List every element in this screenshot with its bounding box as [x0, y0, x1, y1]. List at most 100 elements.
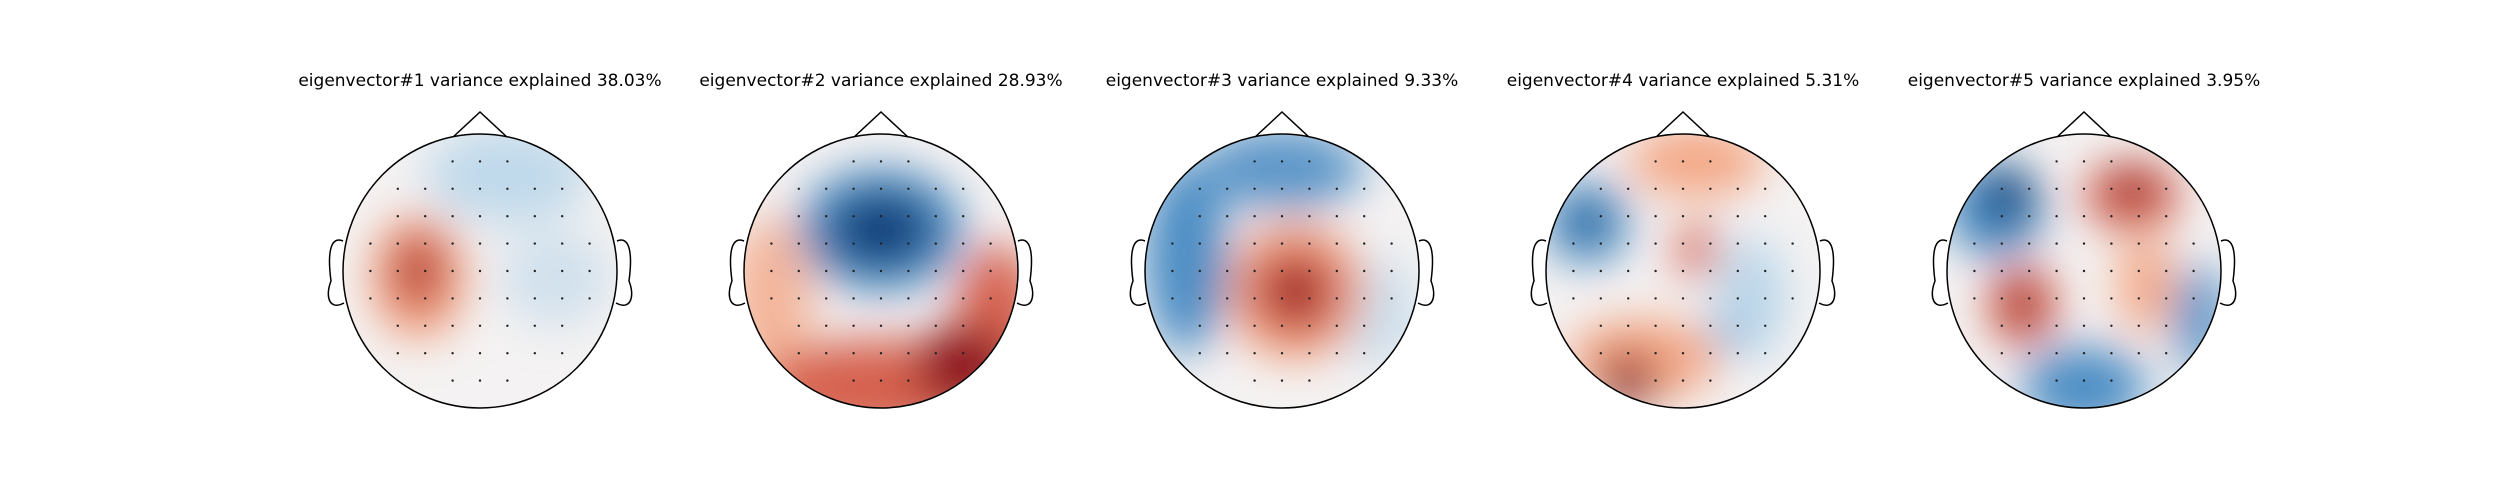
- sensor: [561, 297, 564, 300]
- sensor: [879, 352, 883, 355]
- ear: [1129, 239, 1147, 306]
- sensor: [2028, 215, 2031, 218]
- sensor: [1681, 324, 1685, 327]
- sensor: [2055, 215, 2058, 218]
- sensor: [1764, 352, 1767, 355]
- sensor: [1390, 269, 1393, 273]
- sensor: [2137, 269, 2140, 273]
- field-blob: [828, 191, 934, 269]
- sensor: [2082, 269, 2086, 273]
- field-blob: [1600, 353, 1656, 408]
- sensor: [2110, 187, 2113, 190]
- sensor: [1654, 352, 1657, 355]
- sensor: [962, 187, 965, 190]
- sensor: [1280, 187, 1284, 190]
- panel-title: eigenvector#1 variance explained 38.03%: [298, 71, 661, 91]
- sensor: [907, 242, 910, 245]
- scalp-map: [1947, 134, 2221, 408]
- ear: [2219, 239, 2237, 306]
- sensor: [1198, 324, 1202, 327]
- panel-title: eigenvector#4 variance explained 5.31%: [1507, 71, 1860, 91]
- field-blob: [404, 249, 433, 293]
- sensor: [2082, 297, 2086, 300]
- sensor: [369, 242, 372, 245]
- sensor: [1308, 242, 1311, 245]
- sensor: [1654, 379, 1657, 382]
- sensor: [424, 215, 427, 218]
- sensor: [852, 187, 855, 190]
- sensor: [1308, 215, 1311, 218]
- sensor: [1198, 215, 1202, 218]
- sensor: [1363, 352, 1366, 355]
- sensor: [1973, 297, 1976, 300]
- sensor: [506, 242, 509, 245]
- sensor: [2165, 269, 2168, 273]
- sensor: [852, 352, 855, 355]
- sensor: [1280, 215, 1284, 218]
- sensor: [1764, 187, 1767, 190]
- sensor: [533, 297, 536, 300]
- sensor: [825, 324, 828, 327]
- sensor: [797, 297, 800, 300]
- sensor: [2000, 269, 2004, 273]
- sensor: [825, 297, 828, 300]
- sensor: [1390, 297, 1393, 300]
- sensor: [1654, 297, 1657, 300]
- sensor: [561, 242, 564, 245]
- sensor: [2028, 352, 2031, 355]
- sensor: [2082, 379, 2086, 382]
- head-outline: [1946, 133, 2222, 409]
- sensor: [1764, 297, 1767, 300]
- nose: [1654, 110, 1712, 139]
- sensor: [369, 269, 372, 273]
- sensor: [1198, 269, 1202, 273]
- sensor: [1627, 297, 1630, 300]
- field-blob: [500, 229, 611, 326]
- ear: [1016, 239, 1034, 306]
- sensor: [934, 324, 937, 327]
- sensor: [1308, 187, 1311, 190]
- sensor: [962, 297, 965, 300]
- sensor: [1709, 215, 1712, 218]
- sensor: [1363, 324, 1366, 327]
- sensor: [879, 242, 883, 245]
- sensor: [1599, 215, 1603, 218]
- sensor: [1709, 297, 1712, 300]
- topomap: eigenvector#3 variance explained 9.33%: [1106, 71, 1458, 409]
- sensor: [2000, 297, 2004, 300]
- sensor: [1308, 269, 1311, 273]
- sensor: [1627, 215, 1630, 218]
- sensor: [934, 187, 937, 190]
- sensor: [1627, 352, 1630, 355]
- sensor: [1736, 324, 1740, 327]
- nose: [451, 110, 509, 139]
- panel-title: eigenvector#5 variance explained 3.95%: [1908, 71, 2261, 91]
- sensor: [2110, 160, 2113, 163]
- sensor: [2165, 324, 2168, 327]
- sensor: [1681, 215, 1685, 218]
- topomap: eigenvector#5 variance explained 3.95%: [1908, 71, 2261, 409]
- sensor: [825, 269, 828, 273]
- sensor: [2137, 242, 2140, 245]
- ear: [1530, 239, 1548, 306]
- field-blob: [915, 325, 1012, 408]
- sensor: [1764, 242, 1767, 245]
- sensor: [1226, 269, 1229, 273]
- sensor: [396, 269, 399, 273]
- sensor: [797, 352, 800, 355]
- nose: [1253, 110, 1311, 139]
- sensor: [1253, 324, 1256, 327]
- sensor: [424, 187, 427, 190]
- sensor: [1280, 352, 1284, 355]
- sensor: [2000, 242, 2004, 245]
- sensor: [451, 215, 454, 218]
- ear: [615, 239, 633, 306]
- sensor: [506, 187, 509, 190]
- sensor: [2055, 160, 2058, 163]
- field-blob: [2005, 284, 2039, 326]
- sensor: [1226, 242, 1229, 245]
- sensor: [1736, 352, 1740, 355]
- field-blob: [2118, 236, 2174, 333]
- sensor: [2165, 242, 2168, 245]
